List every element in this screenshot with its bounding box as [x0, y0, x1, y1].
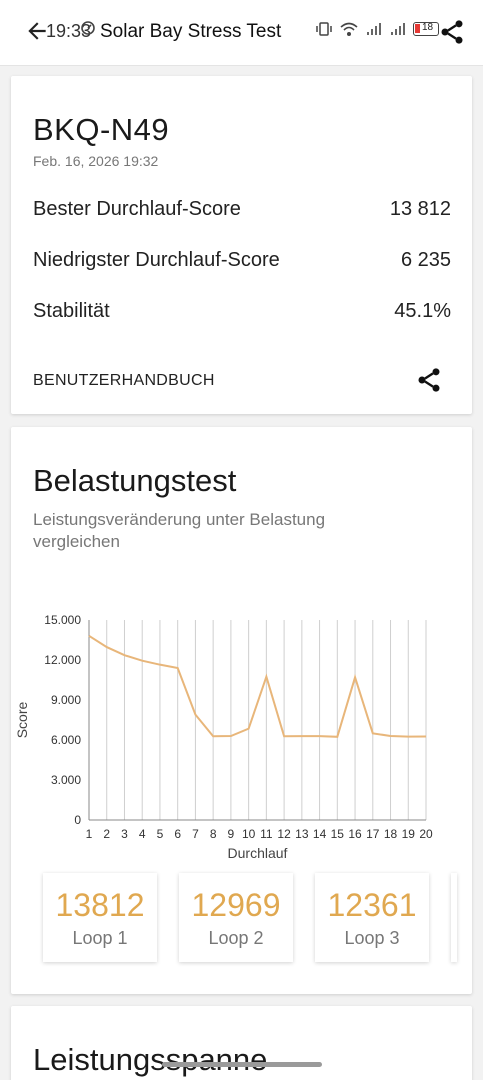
y-tick-label: 12.000: [44, 653, 81, 667]
y-tick-label: 3.000: [51, 773, 81, 787]
page-title: Solar Bay Stress Test: [100, 21, 282, 42]
loop-score: 12969: [191, 887, 281, 923]
stability-value: 45.1%: [394, 300, 451, 322]
x-tick-label: 5: [157, 827, 164, 841]
y-axis-label: Score: [14, 702, 30, 739]
best-score-label: Bester Durchlauf-Score: [33, 198, 241, 220]
status-time: 19:33: [46, 21, 92, 41]
vibrate-icon: [316, 22, 332, 36]
loop-cards: 13812 Loop 1 12969 Loop 2 12361 Loop 3: [43, 873, 457, 962]
loop-label: Loop 1: [72, 928, 128, 948]
test-date: Feb. 16, 2026 19:32: [33, 153, 159, 169]
x-tick-label: 1: [86, 827, 93, 841]
timer-icon: [81, 21, 95, 35]
summary-card: BKQ-N49 Feb. 16, 2026 19:32 Bester Durch…: [11, 76, 472, 414]
x-tick-label: 12: [277, 827, 291, 841]
user-manual-link[interactable]: BENUTZERHANDBUCH: [33, 372, 215, 389]
stress-test-card: Belastungstest Leistungsveränderung unte…: [11, 427, 472, 994]
wifi-icon: [340, 22, 358, 36]
x-tick-label: 11: [260, 827, 273, 841]
battery-icon: 18: [413, 22, 439, 36]
back-arrow-icon[interactable]: [24, 18, 50, 44]
best-score-row: Bester Durchlauf-Score 13 812: [33, 198, 451, 221]
y-tick-label: 15.000: [44, 613, 81, 627]
lowest-score-row: Niedrigster Durchlauf-Score 6 235: [33, 249, 451, 272]
share-icon[interactable]: [438, 18, 466, 46]
loop-score: 12361: [327, 887, 417, 923]
x-tick-label: 7: [192, 827, 199, 841]
lowest-score-value: 6 235: [400, 249, 451, 271]
series-line: [88, 634, 427, 738]
share-result-icon[interactable]: [415, 366, 443, 394]
loop-card: 12361 Loop 3: [315, 873, 429, 962]
status-left-icons: [80, 20, 96, 36]
signal-icon-1: [367, 23, 381, 35]
x-tick-label: 18: [384, 827, 398, 841]
battery-level: 18: [422, 22, 434, 33]
x-tick-label: 14: [313, 827, 327, 841]
x-tick-label: 16: [348, 827, 362, 841]
x-tick-label: 6: [174, 827, 181, 841]
status-right-icons: 18: [315, 20, 439, 38]
x-tick-label: 9: [228, 827, 235, 841]
x-tick-label: 19: [402, 827, 416, 841]
y-tick-label: 0: [74, 813, 81, 827]
stability-label: Stabilität: [33, 300, 110, 322]
device-name: BKQ-N49: [33, 112, 170, 147]
loop-label: Loop 3: [344, 928, 400, 948]
x-tick-label: 20: [419, 827, 433, 841]
loop-card-partial: [451, 873, 457, 962]
loop-card: 13812 Loop 1: [43, 873, 157, 962]
loop-card: 12969 Loop 2: [179, 873, 293, 962]
signal-icon-2: [391, 23, 405, 35]
gesture-home-bar[interactable]: [162, 1062, 322, 1067]
x-tick-label: 2: [103, 827, 110, 841]
loop-label: Loop 2: [208, 928, 264, 948]
x-tick-label: 3: [121, 827, 128, 841]
stress-test-title: Belastungstest: [33, 463, 237, 498]
x-tick-label: 4: [139, 827, 146, 841]
stability-row: Stabilität 45.1%: [33, 300, 451, 323]
x-tick-label: 10: [242, 827, 256, 841]
y-tick-label: 9.000: [51, 693, 81, 707]
x-axis-label: Durchlauf: [228, 845, 288, 861]
y-tick-label: 6.000: [51, 733, 81, 747]
performance-range-title: Leistungsspanne: [33, 1042, 268, 1077]
x-tick-label: 13: [295, 827, 309, 841]
x-tick-label: 8: [210, 827, 217, 841]
x-tick-label: 17: [366, 827, 380, 841]
stress-test-subtitle: Leistungsveränderung unter Belastung ver…: [33, 510, 326, 551]
loop-score: 13812: [55, 887, 145, 923]
top-app-bar: 19:33 Solar Bay Stress Test 18: [0, 0, 483, 66]
best-score-value: 13 812: [389, 198, 451, 220]
performance-range-card: Leistungsspanne: [11, 1006, 472, 1080]
lowest-score-label: Niedrigster Durchlauf-Score: [33, 249, 280, 271]
x-tick-label: 15: [331, 827, 345, 841]
